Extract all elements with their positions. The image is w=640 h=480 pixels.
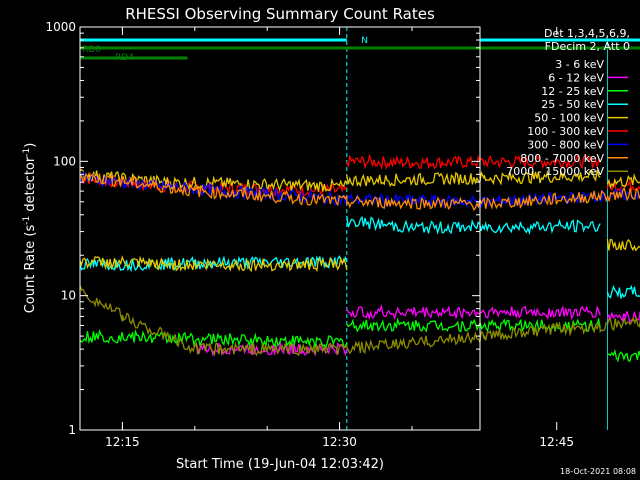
chart-title: RHESSI Observing Summary Count Rates: [125, 5, 435, 23]
x-tick-label: 12:15: [105, 435, 140, 449]
y-label-mid: detector: [23, 156, 38, 216]
y-tick-label: 1: [68, 423, 76, 437]
x-tick-label: 12:45: [539, 435, 574, 449]
series-line: [346, 168, 601, 188]
series-line: [79, 168, 348, 192]
legend-label: 3 - 6 keV: [555, 58, 604, 71]
series-50-100-kev: [79, 168, 640, 192]
legend-header: FDecim 2, Att 0: [545, 40, 630, 53]
series-line: [79, 172, 640, 211]
legend-label: 800 - 7000 keV: [520, 152, 604, 165]
series-300-800-kev: [79, 170, 640, 209]
y-axis-label: Count Rate (s-1 detector-1): [22, 143, 38, 314]
flag-label-n: N: [361, 36, 368, 46]
series-7000-15000-kev: [79, 285, 640, 357]
y-label-sup1: -1: [22, 216, 32, 225]
timestamp: 18-Oct-2021 08:08: [560, 467, 636, 476]
legend-label: 300 - 800 keV: [527, 138, 604, 151]
legend-label: 7000 - 15000 keV: [506, 165, 604, 178]
legend-header: Det 1,3,4,5,6,9,: [544, 27, 630, 40]
legend-label: 100 - 300 keV: [527, 125, 604, 138]
series-line: [79, 170, 640, 209]
flag-label-rd0: RD0: [82, 45, 101, 55]
series-800-7000-kev: [79, 172, 640, 211]
flag-label-rd4: RD4: [115, 53, 134, 63]
plot-frame: [79, 26, 481, 431]
series-line: [79, 255, 348, 273]
series-line: [346, 303, 601, 321]
y-tick-label: 1000: [45, 20, 76, 34]
series-line: [79, 328, 348, 349]
series-50-100-kev-low-: [79, 238, 640, 273]
legend-label: 12 - 25 keV: [541, 85, 604, 98]
y-label-end: ): [23, 143, 38, 148]
x-axis-label: Start Time (19-Jun-04 12:03:42): [176, 457, 384, 472]
y-tick-label: 10: [61, 289, 76, 303]
legend-label: 25 - 50 keV: [541, 98, 604, 111]
series-line: [346, 153, 601, 171]
y-label-main: Count Rate (s: [23, 225, 38, 314]
x-tick-label: 12:30: [322, 435, 357, 449]
legend-label: 50 - 100 keV: [534, 112, 604, 125]
series-line: [79, 285, 640, 357]
series-line: [346, 215, 601, 236]
legend-label: 6 - 12 keV: [548, 71, 604, 84]
y-label-sup2: -1: [22, 148, 32, 157]
y-tick-label: 100: [53, 154, 76, 168]
